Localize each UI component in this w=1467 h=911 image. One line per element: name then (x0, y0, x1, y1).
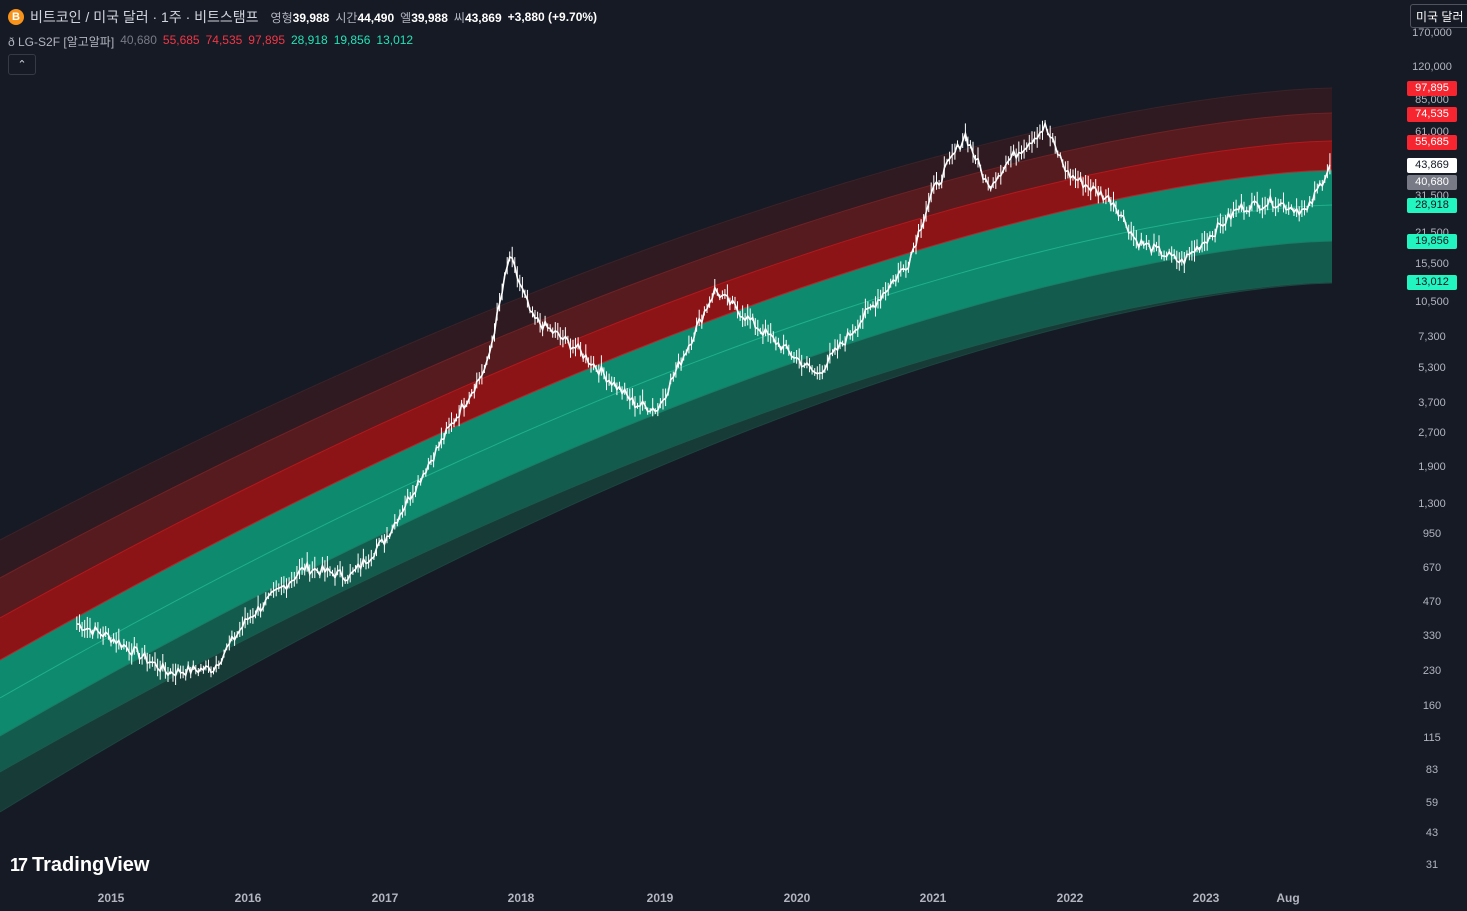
tradingview-wordmark: TradingView (32, 854, 150, 876)
price-axis-tick: 59 (1425, 796, 1439, 809)
indicator-value: 40,680 (120, 33, 157, 47)
price-axis-tick: 330 (1422, 630, 1442, 643)
price-axis-tick: 31 (1425, 859, 1439, 871)
indicator-value: 13,012 (376, 33, 414, 47)
price-change: +3,880 (+9.70%) (507, 10, 598, 24)
price-axis-tick: 230 (1422, 665, 1442, 678)
price-axis-tick: 950 (1422, 528, 1442, 541)
price-axis-tick: 1,300 (1418, 497, 1446, 510)
indicator-value: 28,918 (291, 33, 328, 47)
tradingview-logo[interactable]: 17 TradingView (10, 854, 149, 877)
band-line (0, 240, 1333, 737)
collapse-legend-button[interactable]: ⌃ (8, 54, 36, 75)
ohlc-label: 엘 (400, 10, 412, 25)
band-5 (0, 241, 1332, 772)
price-axis-tick: 10,500 (1415, 296, 1449, 309)
price-axis-tick: 115 (1423, 732, 1441, 745)
price-axis-tick: 7,300 (1418, 331, 1446, 344)
time-axis-tick: 2016 (234, 891, 262, 905)
symbol-title[interactable]: 비트코인 / 미국 달러 · 1주 · 비트스탬프 (30, 9, 259, 25)
price-axis-tick: 670 (1422, 562, 1442, 574)
lg-s2f-bands (0, 87, 1333, 813)
band-line (0, 282, 1333, 813)
ohlc-item: 영형39,988 (271, 9, 330, 26)
ohlc-label: 씨 (453, 10, 465, 25)
price-axis-tick: 160 (1422, 700, 1442, 713)
currency-button[interactable]: 미국 달러 (1410, 4, 1467, 28)
ohlc-label: 시간 (335, 10, 358, 25)
band-line (0, 87, 1333, 541)
time-axis-tick: 2022 (1056, 891, 1084, 905)
time-axis-tick: 2018 (507, 891, 535, 905)
indicator-value: 97,895 (248, 33, 285, 47)
ohlc-item: 시간44,490 (335, 9, 394, 26)
band-line (0, 281, 1333, 773)
symbol-header[interactable]: B 비트코인 / 미국 달러 · 1주 · 비트스탬프 영형39,988 시간44… (8, 8, 597, 26)
time-axis-tick: 2017 (371, 891, 399, 905)
price-axis-tick: 85,000 (1415, 93, 1449, 106)
time-axis-tick: 2021 (919, 891, 947, 905)
price-label: 43,869 (1407, 158, 1457, 173)
price-axis-tick: 1,900 (1418, 461, 1446, 474)
price-label: 55,685 (1407, 135, 1457, 150)
indicator-legend[interactable]: ð LG-S2F [알고알파] 40,680 55,685 74,535 97,895… (8, 33, 413, 50)
ohlc-values: 영형39,988 시간44,490 엘39,988 씨43,869 (271, 9, 502, 26)
band-line (0, 112, 1333, 579)
price-axis-tick: 470 (1422, 596, 1442, 609)
price-series-line (76, 120, 1331, 678)
time-axis-tick: 2019 (646, 891, 674, 905)
price-label: 97,895 (1407, 81, 1457, 96)
price-axis-tick: 2,700 (1418, 427, 1446, 440)
ohlc-label: 영형 (270, 10, 293, 25)
indicator-value: 19,856 (333, 33, 371, 47)
price-axis-tick: 15,500 (1415, 258, 1449, 271)
price-label: 28,918 (1407, 198, 1457, 213)
ohlc-value: 39,988 (292, 10, 330, 25)
price-axis-tick: 5,300 (1418, 362, 1446, 375)
time-axis-tick: 2015 (97, 891, 125, 905)
chevron-up-icon: ⌃ (17, 59, 27, 71)
price-label: 13,012 (1407, 275, 1457, 290)
time-axis-tick: 2020 (783, 891, 811, 905)
price-axis-tick: 3,700 (1418, 396, 1446, 409)
indicator-value: 74,535 (205, 33, 243, 47)
price-label: 19,856 (1407, 234, 1457, 249)
ohlc-value: 39,988 (411, 10, 448, 25)
ohlc-item: 엘39,988 (400, 9, 448, 26)
band-line (0, 140, 1333, 619)
tradingview-icon: 17 (10, 855, 28, 875)
price-chart[interactable] (0, 0, 1400, 911)
price-label: 40,680 (1407, 175, 1457, 190)
price-axis-tick: 43 (1425, 827, 1439, 840)
price-label: 74,535 (1407, 107, 1457, 122)
time-axis-tick: Aug (1276, 891, 1300, 905)
price-axis-tick: 120,000 (1412, 60, 1452, 73)
indicator-value: 55,685 (162, 33, 200, 47)
ohlc-value: 43,869 (464, 10, 502, 25)
price-axis-tick: 83 (1425, 763, 1439, 776)
time-axis-tick: 2023 (1192, 891, 1220, 905)
ohlc-value: 44,490 (357, 10, 395, 25)
bitcoin-icon: B (8, 9, 24, 25)
ohlc-item: 씨43,869 (454, 9, 502, 26)
indicator-name[interactable]: ð LG-S2F [알고알파] (8, 35, 115, 49)
price-axis-tick: 170,000 (1412, 27, 1452, 39)
price-candles (76, 120, 1331, 685)
band-line (0, 204, 1333, 699)
